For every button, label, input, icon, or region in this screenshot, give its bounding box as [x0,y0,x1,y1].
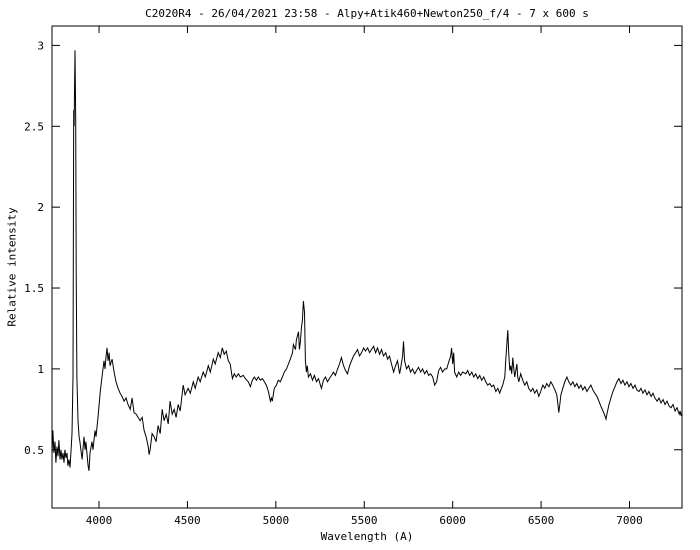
spectrum-polyline [51,50,683,471]
x-tick-label: 6500 [528,514,555,527]
y-tick-label: 2.5 [24,120,44,133]
x-tick-label: 6000 [439,514,466,527]
x-tick-label: 7000 [616,514,643,527]
plot-frame [51,25,683,509]
y-tick-label: 2 [37,201,44,214]
y-tick-label: 0.5 [24,444,44,457]
y-tick-label: 1 [37,363,44,376]
y-tick-label: 1.5 [24,282,44,295]
x-tick-label: 5000 [263,514,290,527]
x-axis-label: Wavelength (A) [320,530,414,543]
y-tick-label: 3 [37,39,44,52]
x-tick-label: 4500 [174,514,201,527]
chart-title: C2020R4 - 26/04/2021 23:58 - Alpy+Atik46… [145,7,589,20]
x-tick-label: 5500 [351,514,378,527]
x-tick-label: 4000 [86,514,113,527]
